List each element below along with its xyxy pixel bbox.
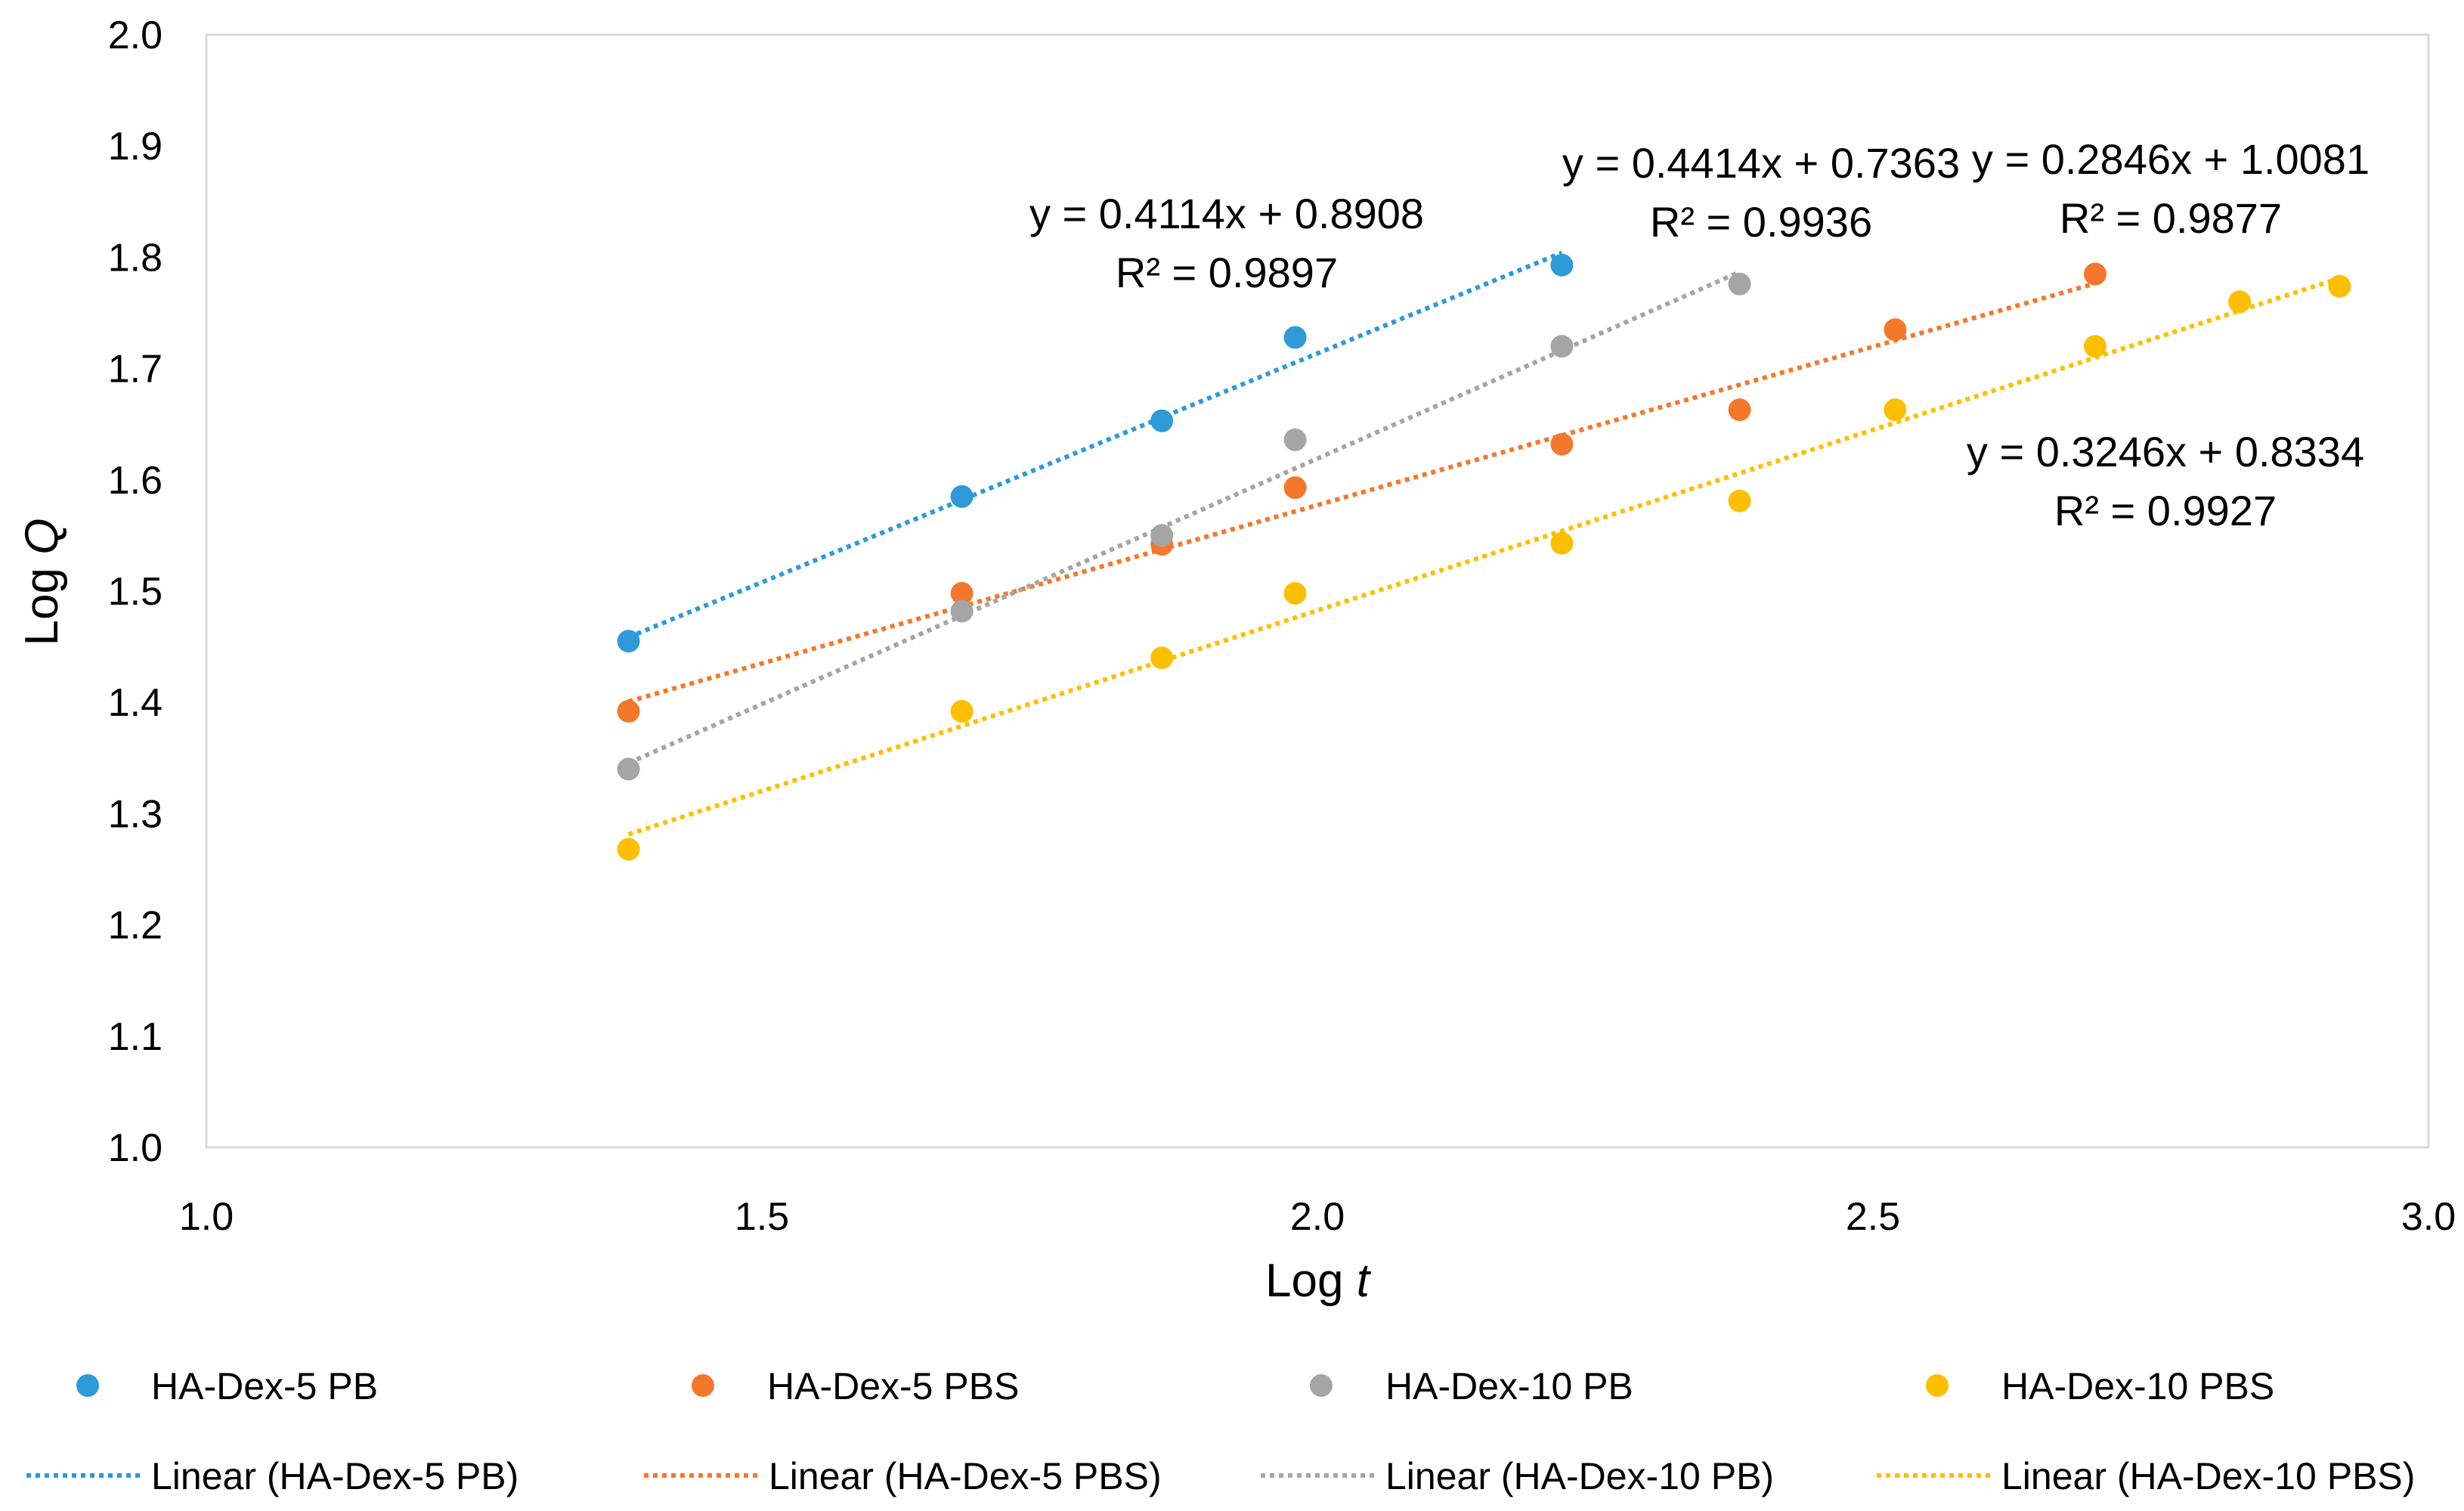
equation-text: y = 0.4114x + 0.8908 — [1029, 190, 1424, 237]
y-tick-label: 1.6 — [108, 459, 163, 503]
legend-label: HA-Dex-10 PB — [1385, 1365, 1633, 1407]
data-point-ha-dex-5-pb — [617, 630, 640, 653]
y-tick-label: 1.0 — [108, 1126, 163, 1170]
data-point-ha-dex-10-pb — [1150, 524, 1174, 547]
data-point-ha-dex-10-pbs — [1550, 531, 1574, 555]
y-tick-label: 1.8 — [108, 236, 163, 280]
data-point-ha-dex-10-pbs — [1728, 489, 1751, 512]
y-tick-label: 1.5 — [108, 570, 163, 614]
r-squared-text: R² = 0.9897 — [1116, 249, 1338, 296]
data-point-ha-dex-10-pbs — [2328, 274, 2351, 298]
legend-label: HA-Dex-5 PB — [151, 1365, 378, 1407]
x-tick-label: 3.0 — [2401, 1195, 2456, 1239]
equation-text: y = 0.4414x + 0.7363 — [1562, 139, 1960, 187]
y-tick-label: 1.1 — [108, 1015, 163, 1059]
x-tick-label: 2.0 — [1290, 1195, 1345, 1239]
data-point-ha-dex-5-pb — [950, 485, 974, 508]
legend-marker-circle-icon — [1310, 1374, 1333, 1397]
data-point-ha-dex-10-pb — [1728, 272, 1751, 296]
legend-label: HA-Dex-10 PBS — [2001, 1365, 2274, 1407]
legend-item-ha-dex-10-pbs: HA-Dex-10 PBS — [1926, 1365, 2274, 1407]
legend-item-ha-dex-5-pbs: HA-Dex-5 PBS — [692, 1365, 1019, 1407]
legend-label: Linear (HA-Dex-5 PB) — [151, 1455, 518, 1497]
trendlines — [627, 250, 2341, 837]
data-point-ha-dex-10-pbs — [1884, 398, 1907, 422]
y-axis-title: Log Q — [16, 519, 68, 646]
legend-item-ha-dex-10-pb: HA-Dex-10 PB — [1310, 1365, 1633, 1407]
data-point-ha-dex-10-pbs — [617, 838, 640, 861]
y-axis-title-prefix: Log — [16, 555, 68, 646]
legend-label: Linear (HA-Dex-10 PBS) — [2001, 1455, 2415, 1497]
x-axis-ticks: 1.0 1.5 2.0 2.5 3.0 — [179, 1195, 2456, 1239]
y-axis-title-var: Q — [16, 519, 68, 555]
data-point-ha-dex-5-pbs — [2084, 262, 2106, 286]
equation-text: y = 0.3246x + 0.8334 — [1967, 428, 2364, 475]
x-tick-label: 1.5 — [735, 1195, 789, 1239]
x-axis-title-prefix: Log — [1265, 1255, 1357, 1307]
data-point-ha-dex-10-pbs — [2228, 290, 2252, 314]
trendline-ha-dex-10-pb — [627, 270, 1741, 766]
legend-marker-circle-icon — [692, 1374, 714, 1397]
equation-ha-dex-5-pb: y = 0.4114x + 0.8908 R² = 0.9897 — [1029, 190, 1424, 296]
data-point-ha-dex-10-pb — [617, 757, 640, 781]
legend-label: Linear (HA-Dex-10 PB) — [1385, 1455, 1774, 1497]
data-point-ha-dex-10-pbs — [1283, 581, 1307, 605]
data-point-ha-dex-5-pb — [1283, 326, 1307, 349]
data-point-ha-dex-5-pbs — [617, 699, 640, 723]
legend-label: Linear (HA-Dex-5 PBS) — [769, 1455, 1162, 1497]
data-point-ha-dex-5-pbs — [1884, 318, 1907, 342]
y-tick-label: 1.2 — [108, 904, 163, 948]
data-point-ha-dex-10-pbs — [2084, 335, 2106, 358]
y-tick-label: 2.0 — [108, 14, 163, 57]
y-axis-ticks: 1.0 1.1 1.2 1.3 1.4 1.5 1.6 1.7 1.8 1.9 2.0 — [108, 14, 163, 1170]
legend-item-ha-dex-5-pb: HA-Dex-5 PB — [76, 1365, 378, 1407]
r-squared-text: R² = 0.9877 — [2060, 194, 2282, 242]
y-tick-label: 1.7 — [108, 348, 163, 392]
x-tick-label: 2.5 — [1846, 1195, 1900, 1239]
equation-text: y = 0.2846x + 1.0081 — [1972, 135, 2370, 183]
data-point-ha-dex-5-pbs — [1728, 398, 1751, 422]
y-tick-label: 1.4 — [108, 681, 163, 725]
legend-item-linear-ha-dex-5-pbs: Linear (HA-Dex-5 PBS) — [644, 1455, 1162, 1497]
legend-item-linear-ha-dex-10-pb: Linear (HA-Dex-10 PB) — [1261, 1455, 1774, 1497]
data-point-ha-dex-5-pb — [1550, 253, 1574, 277]
data-point-ha-dex-10-pbs — [950, 699, 974, 723]
data-point-ha-dex-10-pb — [1550, 335, 1574, 358]
equation-ha-dex-10-pb: y = 0.4414x + 0.7363 R² = 0.9936 — [1562, 139, 1960, 246]
data-point-ha-dex-5-pbs — [1283, 476, 1307, 500]
x-axis-title: Log t — [1265, 1255, 1372, 1307]
legend-item-linear-ha-dex-5-pb: Linear (HA-Dex-5 PB) — [26, 1455, 518, 1497]
legend-marker-circle-icon — [76, 1374, 99, 1397]
legend-label: HA-Dex-5 PBS — [767, 1365, 1019, 1407]
equation-ha-dex-5-pbs: y = 0.2846x + 1.0081 R² = 0.9877 — [1972, 135, 2370, 242]
data-point-ha-dex-5-pbs — [1550, 432, 1574, 456]
data-point-ha-dex-5-pbs — [950, 581, 974, 605]
data-points — [617, 253, 2351, 861]
x-axis-title-var: t — [1357, 1255, 1372, 1307]
y-tick-label: 1.9 — [108, 125, 163, 169]
y-tick-label: 1.3 — [108, 792, 163, 836]
data-point-ha-dex-10-pb — [950, 599, 974, 623]
x-tick-label: 1.0 — [179, 1195, 234, 1239]
equation-ha-dex-10-pbs: y = 0.3246x + 0.8334 R² = 0.9927 — [1967, 428, 2364, 534]
data-point-ha-dex-5-pb — [1150, 409, 1174, 432]
legend-marker-circle-icon — [1926, 1374, 1949, 1397]
data-point-ha-dex-10-pb — [1283, 428, 1307, 451]
r-squared-text: R² = 0.9936 — [1650, 198, 1872, 246]
legend-item-linear-ha-dex-10-pbs: Linear (HA-Dex-10 PBS) — [1877, 1455, 2415, 1497]
legend: HA-Dex-5 PB HA-Dex-5 PBS HA-Dex-10 PB HA… — [26, 1365, 2415, 1497]
trendline-ha-dex-10-pbs — [627, 276, 2341, 837]
plot-area — [205, 33, 2430, 1149]
data-point-ha-dex-10-pbs — [1150, 646, 1174, 670]
r-squared-text: R² = 0.9927 — [2054, 487, 2277, 534]
trendline-ha-dex-5-pbs — [627, 281, 2096, 704]
